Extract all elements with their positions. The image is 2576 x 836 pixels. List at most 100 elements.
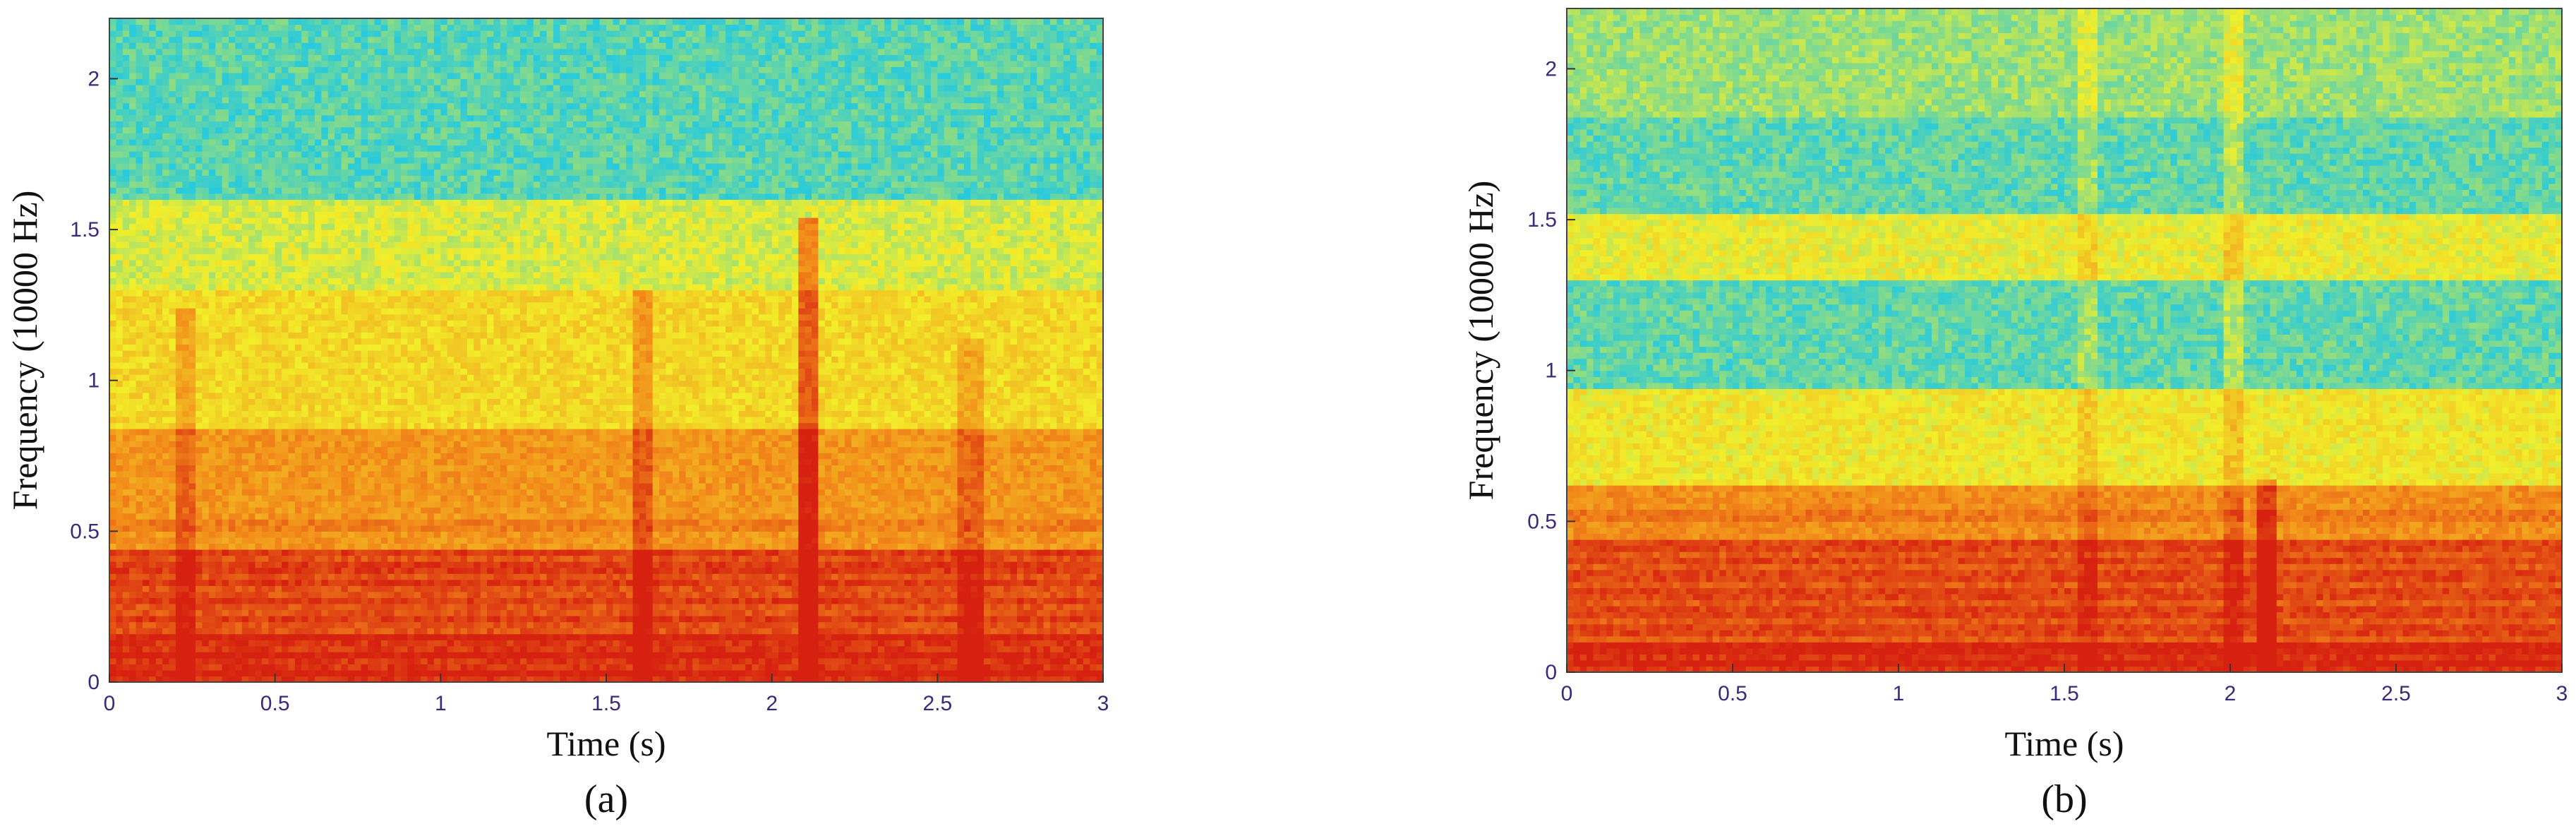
spectrogram-cell [481,489,488,496]
spectrogram-cell [268,646,275,652]
spectrogram-cell [1023,609,1030,616]
spectrogram-cell [434,556,441,562]
spectrogram-cell [182,531,189,537]
spectrogram-cell [222,658,229,664]
spectrogram-cell [1076,604,1083,610]
spectrogram-cell [904,513,911,520]
spectrogram-cell [222,537,229,544]
spectrogram-cell [719,597,726,604]
spectrogram-cell [467,525,474,532]
spectrogram-cell [772,483,779,489]
spectrogram-cell [1044,628,1051,634]
spectrogram-cell [686,634,693,640]
spectrogram-cell [1044,549,1051,556]
spectrogram-cell [579,658,586,664]
spectrogram-cell [235,549,242,556]
spectrogram-cell [878,501,885,508]
spectrogram-cell [679,537,686,544]
spectrogram-cell [176,573,183,580]
spectrogram-cell [1037,634,1044,640]
spectrogram-cell [195,604,203,610]
spectrogram-cell [911,640,918,646]
spectrogram-cell [1057,495,1064,501]
spectrogram-cell [620,531,627,537]
spectrogram-cell [812,604,819,610]
spectrogram-cell [1037,592,1044,598]
spectrogram-cell [792,670,799,676]
spectrogram-cell [401,592,408,598]
spectrogram-cell [600,543,607,549]
spectrogram-cell [335,604,342,610]
spectrogram-cell [149,664,156,670]
spectrogram-cell [865,531,872,537]
spectrogram-cell [692,501,699,508]
spectrogram-cell [871,670,878,676]
spectrogram-cell [387,664,395,670]
spectrogram-cell [990,501,997,508]
spectrogram-cell [606,549,613,556]
spectrogram-cell [407,616,414,622]
spectrogram-cell [845,519,852,525]
spectrogram-cell [526,634,534,640]
spectrogram-cell [500,664,507,670]
spectrogram-cell [534,628,541,634]
spectrogram-cell [917,549,925,556]
spectrogram-cell [156,556,163,562]
spectrogram-cell [275,495,282,501]
spectrogram-cell [321,622,328,628]
spectrogram-cell [235,585,242,592]
spectrogram-cell [745,483,752,489]
spectrogram-cell [765,616,772,622]
spectrogram-cell [970,670,977,676]
spectrogram-cell [838,507,845,513]
spectrogram-cell [493,501,500,508]
spectrogram-cell [970,489,977,496]
spectrogram-cell [454,646,461,652]
spectrogram-cell [182,646,189,652]
spectrogram-cell [361,525,368,532]
spectrogram-cell [474,604,481,610]
spectrogram-cell [560,501,567,508]
spectrogram-cell [765,604,772,610]
spectrogram-cell [706,664,713,670]
spectrogram-cell [904,604,911,610]
spectrogram-cell [633,616,640,622]
spectrogram-cell [917,543,925,549]
spectrogram-cell [328,670,335,676]
spectrogram-cell [818,495,825,501]
spectrogram-cell [785,556,792,562]
spectrogram-cell [176,556,183,562]
spectrogram-cell [925,543,932,549]
spectrogram-cell [699,537,706,544]
spectrogram-cell [387,634,395,640]
spectrogram-cell [600,568,607,574]
spectrogram-cell [255,580,263,586]
spectrogram-cell [156,531,163,537]
spectrogram-cell [692,573,699,580]
spectrogram-cell [851,525,858,532]
spectrogram-cell [964,622,971,628]
spectrogram-cell [481,628,488,634]
spectrogram-cell [1011,537,1018,544]
spectrogram-cell [1037,525,1044,532]
spectrogram-cell [381,646,388,652]
spectrogram-cell [759,556,766,562]
spectrogram-cell [407,658,414,664]
spectrogram-cell [368,513,375,520]
spectrogram-cell [904,501,911,508]
spectrogram-cell [547,573,554,580]
spectrogram-cell [937,531,944,537]
spectrogram-cell [447,549,455,556]
spectrogram-cell [242,568,249,574]
spectrogram-cell [149,597,156,604]
spectrogram-cell [348,495,355,501]
spectrogram-cell [315,585,322,592]
spectrogram-cell [315,597,322,604]
spectrogram-cell [288,525,295,532]
spectrogram-cell [831,556,838,562]
spectrogram-cell [970,525,977,532]
spectrogram-cell [573,489,580,496]
spectrogram-cell [1083,531,1090,537]
spectrogram-cell [301,573,308,580]
spectrogram-cell [838,561,845,568]
